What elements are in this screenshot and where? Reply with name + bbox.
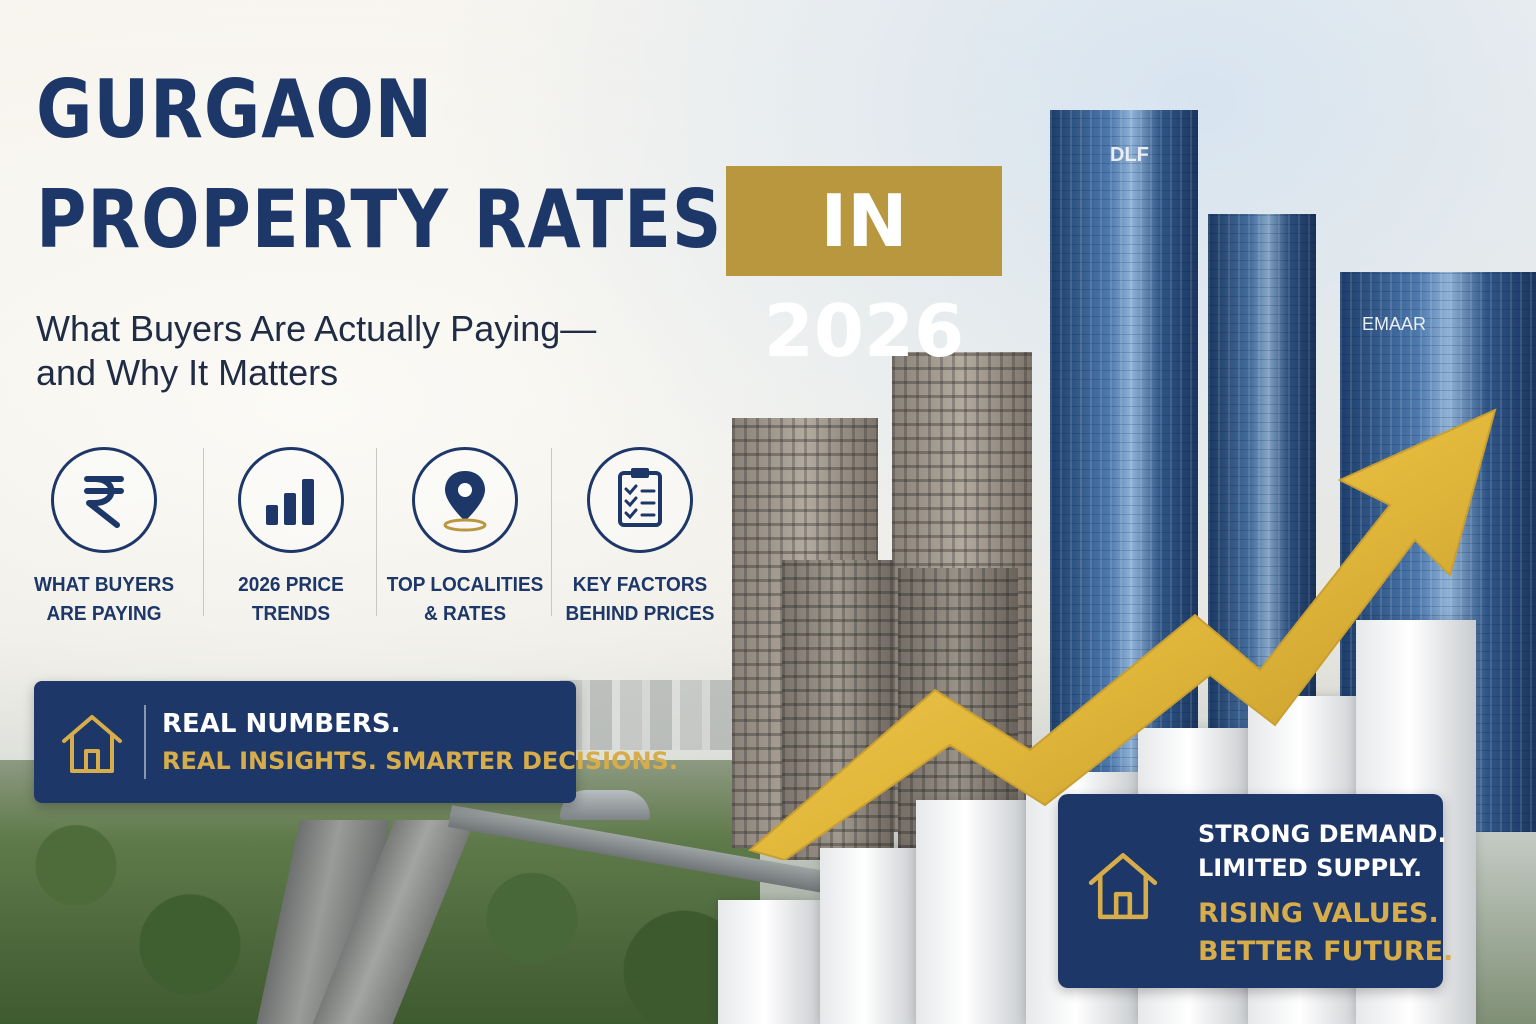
feature-label-line: ARE PAYING: [46, 603, 162, 625]
feature-price-trends: 2026 PRICE TRENDS: [205, 447, 377, 629]
feature-label-line: 2026 PRICE: [238, 574, 344, 596]
feature-label-line: TOP LOCALITIES: [386, 574, 544, 596]
feature-label-line: BEHIND PRICES: [565, 603, 715, 625]
subtitle-line-2: and Why It Matters: [36, 352, 339, 393]
location-pin-icon: [412, 447, 518, 553]
banner-line-2: LIMITED SUPPLY.: [1198, 854, 1423, 882]
insights-banner: REAL NUMBERS. REAL INSIGHTS. SMARTER DEC…: [34, 681, 678, 803]
rupee-icon: [51, 447, 157, 553]
bar-chart-icon: [238, 447, 344, 553]
dlf-brand-text: DLF: [1110, 144, 1149, 166]
banner-line-3: RISING VALUES.: [1198, 898, 1439, 929]
banner-line-2: REAL INSIGHTS. SMARTER DECISIONS.: [162, 747, 678, 775]
feature-key-factors: KEY FACTORS BEHIND PRICES: [554, 447, 726, 629]
rising-trend-arrow-icon: [747, 408, 1497, 860]
banner-line-1: STRONG DEMAND.: [1198, 820, 1447, 848]
subtitle-line-1: What Buyers Are Actually Paying—: [36, 308, 597, 349]
distant-skyline: [560, 680, 760, 750]
house-icon: [1088, 853, 1158, 920]
rising-bar: [916, 800, 1026, 1024]
rising-bar: [718, 900, 822, 1024]
feature-label-line: WHAT BUYERS: [33, 574, 175, 596]
rising-bar: [820, 848, 918, 1024]
emaar-brand-text: EMAAR: [1362, 314, 1427, 334]
clipboard-checklist-icon: [587, 447, 693, 553]
title-line-1: GURGAON: [36, 63, 434, 156]
banner-separator: [144, 705, 146, 779]
feature-divider: [203, 448, 204, 616]
value-banner: STRONG DEMAND. LIMITED SUPPLY. RISING VA…: [1058, 794, 1453, 988]
banner-line-4: BETTER FUTURE.: [1198, 936, 1454, 967]
banner-line-1: REAL NUMBERS.: [162, 709, 401, 739]
feature-divider: [551, 448, 552, 616]
year-tag: IN 2026: [726, 166, 1002, 373]
feature-label-line: TRENDS: [251, 603, 331, 625]
feature-label-line: & RATES: [424, 603, 506, 625]
feature-top-localities: TOP LOCALITIES & RATES: [379, 447, 551, 629]
house-icon: [62, 715, 122, 773]
feature-what-buyers-pay: WHAT BUYERS ARE PAYING: [18, 447, 190, 629]
title-line-2: PROPERTY RATES: [36, 173, 723, 266]
feature-label-line: KEY FACTORS: [572, 574, 708, 596]
feature-divider: [376, 448, 377, 616]
